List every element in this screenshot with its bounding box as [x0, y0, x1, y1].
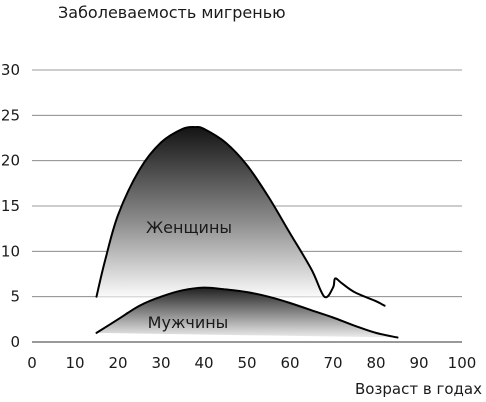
y-tick-label: 15: [1, 197, 20, 215]
y-tick-label: 30: [1, 61, 20, 79]
x-tick-label: 0: [27, 354, 37, 372]
x-tick-label: 80: [366, 354, 385, 372]
x-tick-labels: 0 10 20 30 40 50 60 70 80 90 100: [27, 354, 476, 372]
x-tick-label: 40: [194, 354, 213, 372]
x-tick-label: 90: [409, 354, 428, 372]
y-tick-label: 0: [10, 333, 20, 351]
y-tick-labels: 0 5 10 15 20 25 30: [1, 61, 20, 351]
series-fill-0: [96, 127, 325, 297]
x-tick-label: 60: [280, 354, 299, 372]
x-axis-label: Возраст в годах: [355, 380, 482, 398]
y-tick-label: 20: [1, 152, 20, 170]
x-tick-label: 70: [323, 354, 342, 372]
area-fills: [96, 127, 398, 338]
y-tick-label: 10: [1, 242, 20, 260]
chart-title: Заболеваемость мигренью: [58, 3, 286, 22]
x-tick-label: 50: [237, 354, 256, 372]
series-fill-1: [96, 287, 398, 338]
x-tick-label: 20: [108, 354, 127, 372]
series-label-women: Женщины: [146, 218, 232, 237]
series-label-men: Мужчины: [148, 313, 229, 332]
x-tick-label: 100: [448, 354, 477, 372]
y-tick-label: 25: [1, 106, 20, 124]
x-tick-label: 30: [151, 354, 170, 372]
y-tick-label: 5: [10, 288, 20, 306]
series-curves: [95, 126, 399, 339]
x-tick-label: 10: [65, 354, 84, 372]
series-line-1: [95, 286, 399, 339]
series-line-0: [95, 126, 386, 307]
